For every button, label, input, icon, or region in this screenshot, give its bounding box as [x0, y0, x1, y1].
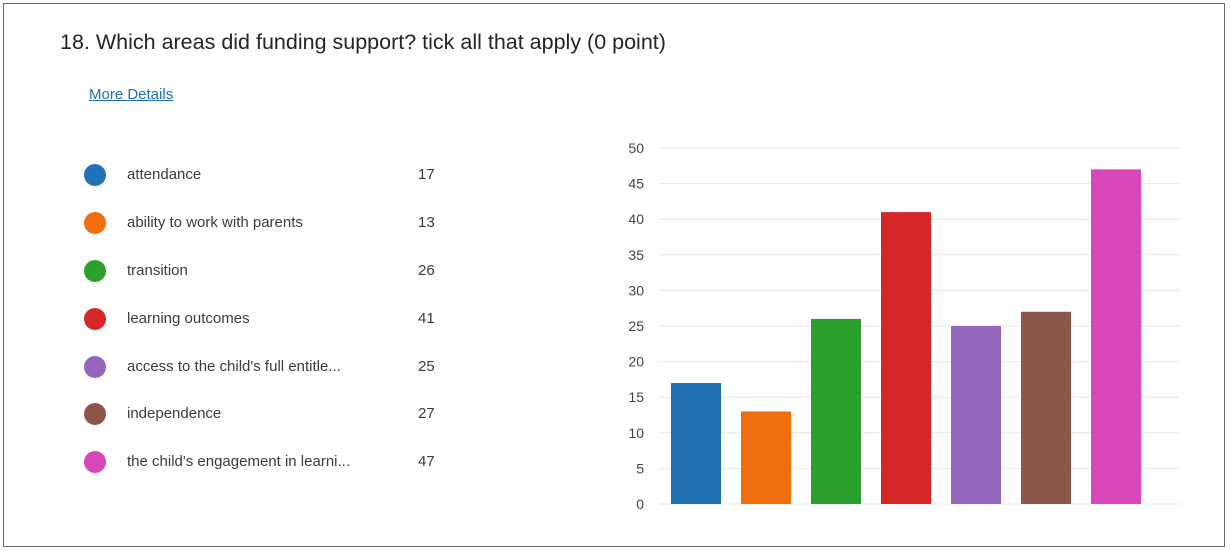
legend-dot-icon — [84, 212, 106, 234]
legend-dot-icon — [84, 356, 106, 378]
legend-count: 26 — [418, 262, 435, 279]
legend-label: ability to work with parents — [127, 214, 303, 231]
bars: attendance: 17 ability to work with paren… — [671, 169, 1141, 505]
y-tick-label: 45 — [628, 176, 644, 192]
legend-item: access to the child's full entitle... 25 — [84, 355, 454, 379]
legend-item: ability to work with parents 13 — [84, 211, 454, 235]
legend-label: independence — [127, 405, 222, 422]
y-tick-label: 20 — [628, 354, 644, 370]
y-tick-label: 10 — [628, 425, 644, 441]
legend-count: 27 — [418, 405, 435, 422]
legend-item: independence 27 — [84, 402, 454, 426]
legend-item: attendance 17 — [84, 163, 454, 187]
y-tick-label: 35 — [628, 247, 644, 263]
bar[interactable]: ability to work with parents: 13 — [741, 411, 791, 504]
legend-label: the child's engagement in learni... — [127, 453, 351, 470]
y-tick-label: 5 — [636, 460, 644, 476]
legend-dot-icon — [84, 308, 106, 330]
y-tick-label: 40 — [628, 211, 644, 227]
bar[interactable]: access to the child's full entitle...: 2… — [951, 326, 1001, 504]
legend-count: 25 — [418, 358, 435, 375]
bar[interactable]: the child's engagement in learni...: 47 — [1091, 169, 1141, 505]
y-tick-label: 50 — [628, 140, 644, 156]
chart-legend: attendance 17 ability to work with paren… — [4, 4, 484, 544]
legend-count: 47 — [418, 453, 435, 470]
y-axis-ticks: 0 5 10 15 20 25 30 35 40 45 50 — [628, 140, 644, 512]
bar[interactable]: independence: 27 — [1021, 311, 1071, 504]
legend-count: 13 — [418, 214, 435, 231]
legend-count: 41 — [418, 310, 435, 327]
legend-count: 17 — [418, 166, 435, 183]
bar[interactable]: learning outcomes: 41 — [881, 212, 931, 504]
legend-dot-icon — [84, 403, 106, 425]
legend-label: learning outcomes — [127, 310, 250, 327]
legend-label: attendance — [127, 166, 202, 183]
bar-chart: 0 5 10 15 20 25 30 35 40 45 50 attendance: 17 abili… — [628, 140, 1179, 512]
question-title: 18. Which areas did funding support? tic… — [60, 30, 666, 54]
legend-item: learning outcomes 41 — [84, 307, 454, 331]
legend-dot-icon — [84, 451, 106, 473]
more-details-link[interactable]: More Details — [89, 86, 174, 103]
legend-label: access to the child's full entitle... — [127, 358, 341, 375]
y-tick-label: 0 — [636, 496, 644, 512]
y-tick-label: 25 — [628, 318, 644, 334]
y-tick-label: 30 — [628, 282, 644, 298]
legend-dot-icon — [84, 260, 106, 282]
y-tick-label: 15 — [628, 389, 644, 405]
legend-item: transition 26 — [84, 259, 454, 283]
legend-item: the child's engagement in learni... 47 — [84, 450, 454, 474]
bar[interactable]: attendance: 17 — [671, 382, 721, 504]
question-card: 18. Which areas did funding support? tic… — [3, 3, 1225, 547]
bar[interactable]: transition: 26 — [811, 318, 861, 504]
legend-label: transition — [127, 262, 188, 279]
legend-dot-icon — [84, 164, 106, 186]
